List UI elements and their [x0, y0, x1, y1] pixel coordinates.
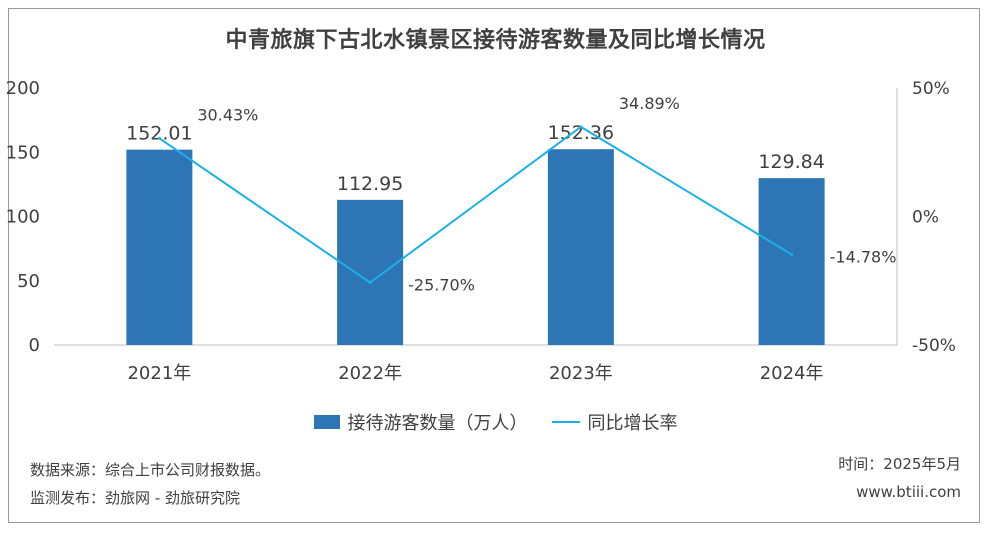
- growth-data-label: 30.43%: [197, 105, 258, 124]
- bar: [547, 149, 614, 345]
- footer-left: 数据来源：综合上市公司财报数据。 监测发布：劲旅网 - 劲旅研究院: [30, 456, 270, 512]
- growth-data-label: -14.78%: [830, 247, 897, 266]
- chart-legend: 接待游客数量（万人） 同比增长率: [0, 409, 991, 435]
- bar-data-label: 112.95: [337, 173, 403, 195]
- y-right-tick-label: 0%: [912, 208, 939, 228]
- bar-data-label: 152.01: [126, 123, 192, 145]
- y-left-tick-label: 150: [6, 142, 40, 163]
- growth-line: [158, 125, 793, 284]
- compiler-note: 监测发布：劲旅网 - 劲旅研究院: [30, 489, 240, 507]
- growth-point: [157, 136, 161, 140]
- x-tick-label: 2022年: [338, 363, 402, 384]
- legend-label-visitors: 接待游客数量（万人）: [347, 413, 528, 434]
- growth-point: [790, 252, 794, 256]
- growth-point: [368, 281, 372, 285]
- chart-frame: [8, 8, 980, 523]
- y-left-tick-label: 0: [29, 335, 40, 356]
- y-left-tick-label: 50: [17, 271, 40, 292]
- legend-bar-swatch: [313, 415, 340, 429]
- x-tick-label: 2021年: [127, 363, 191, 384]
- bar-data-label: 129.84: [758, 151, 824, 173]
- legend-line-swatch: [551, 421, 580, 423]
- bar: [126, 149, 193, 345]
- bar: [337, 199, 404, 345]
- y-left-tick-label: 100: [6, 207, 40, 228]
- legend-item-growth: 同比增长率: [551, 409, 678, 435]
- growth-data-label: 34.89%: [619, 94, 680, 113]
- time-note: 时间：2025年5月: [838, 455, 961, 473]
- chart-title: 中青旅旗下古北水镇景区接待游客数量及同比增长情况: [225, 28, 766, 53]
- growth-point: [579, 125, 583, 129]
- growth-data-label: -25.70%: [408, 276, 475, 295]
- y-left-tick-label: 200: [6, 78, 40, 99]
- website-note: www.btiii.com: [856, 483, 961, 501]
- x-tick-label: 2024年: [760, 363, 824, 384]
- legend-label-growth: 同比增长率: [587, 413, 678, 434]
- y-right-tick-label: -50%: [912, 336, 956, 356]
- x-tick-label: 2023年: [549, 363, 613, 384]
- bar: [758, 178, 825, 345]
- footer-right: 时间：2025年5月 www.btiii.com: [838, 450, 961, 506]
- y-right-tick-label: 50%: [912, 79, 950, 99]
- source-note: 数据来源：综合上市公司财报数据。: [30, 461, 271, 479]
- legend-item-visitors: 接待游客数量（万人）: [313, 409, 528, 435]
